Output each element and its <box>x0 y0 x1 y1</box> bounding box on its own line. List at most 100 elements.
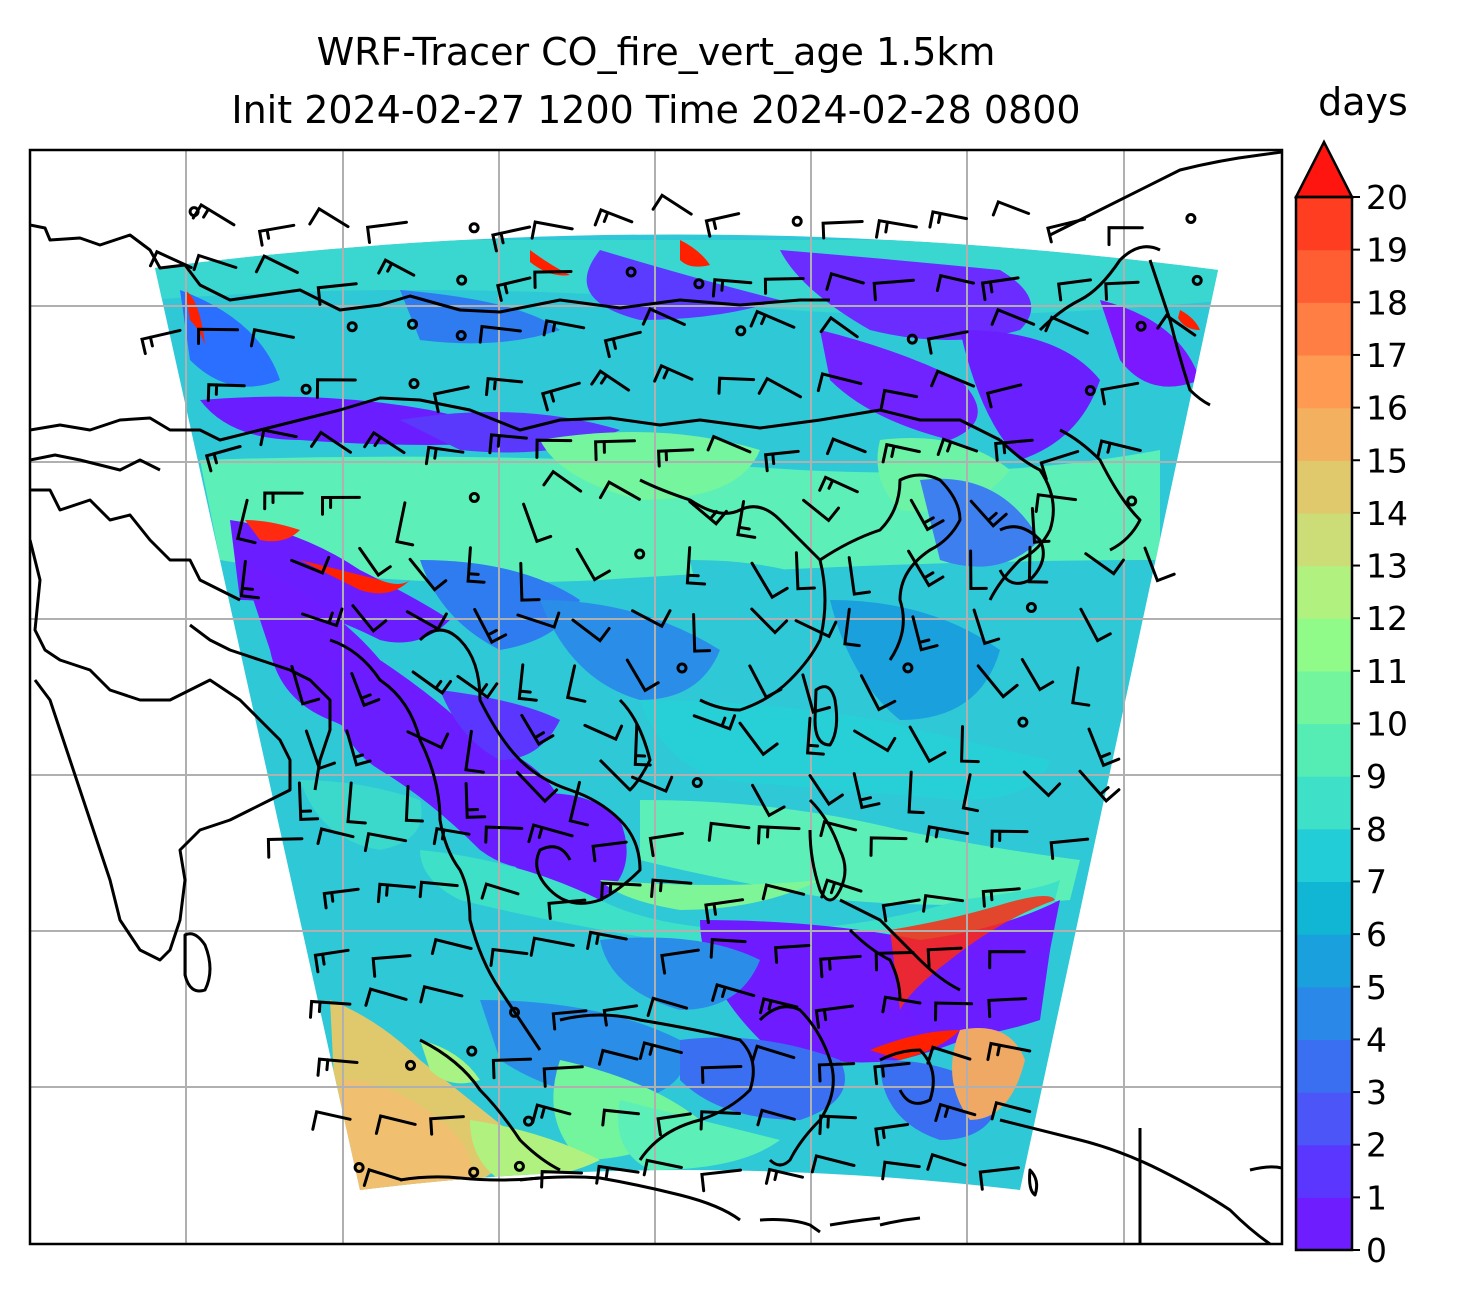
wind-barb <box>980 276 1020 302</box>
wind-barb <box>700 1168 742 1193</box>
wind-barb <box>706 434 752 454</box>
wind-barb <box>881 442 921 464</box>
colorbar-bin <box>1296 1197 1352 1251</box>
wind-barb <box>756 1108 796 1127</box>
wind-barb <box>316 282 358 306</box>
wind-barb <box>601 1108 640 1127</box>
wind-barb <box>547 898 587 920</box>
wind-barb <box>542 469 583 493</box>
wind-barb <box>464 782 487 819</box>
wind-barb <box>930 369 976 388</box>
wind-barb <box>651 193 693 216</box>
wind-barb <box>978 1166 1020 1191</box>
calm-wind-circle <box>468 492 480 503</box>
wind-barb <box>633 723 652 767</box>
wind-barb <box>583 723 624 742</box>
wind-barb <box>598 480 641 501</box>
wind-barb <box>774 944 811 964</box>
colorbar-tick-label: 3 <box>1366 1073 1387 1112</box>
wind-barb <box>808 774 844 807</box>
colorbar-bin <box>1296 407 1352 461</box>
wind-barb <box>922 894 964 913</box>
wind-barb <box>350 672 381 708</box>
colorbar-bin <box>1296 1144 1352 1198</box>
calm-wind-circle <box>466 1045 478 1057</box>
calm-wind-circle <box>906 333 918 345</box>
wind-barb <box>565 664 587 703</box>
wind-barb <box>322 887 360 910</box>
colorbar-tick-label: 15 <box>1366 441 1408 480</box>
wind-barb <box>491 225 532 253</box>
wind-barb <box>738 721 779 757</box>
wind-barb <box>1020 658 1055 692</box>
wind-barb <box>376 882 416 904</box>
wind-barb <box>491 1057 533 1080</box>
wind-barb <box>522 502 553 544</box>
calm-wind-circle <box>902 662 914 674</box>
wind-barb <box>646 996 689 1017</box>
wind-barb <box>642 1158 683 1177</box>
wind-barb <box>990 829 1029 849</box>
wind-barb <box>140 328 182 356</box>
wind-barb <box>1143 546 1176 583</box>
wind-barb <box>994 438 1034 462</box>
wind-barb <box>1049 837 1090 860</box>
wind-barb <box>540 381 581 412</box>
wind-barb <box>631 609 672 629</box>
wind-barb <box>257 223 296 247</box>
wind-barb <box>641 307 686 326</box>
wind-barb <box>869 836 908 857</box>
wind-barb <box>535 438 573 459</box>
wind-barb <box>748 664 783 700</box>
wind-barb <box>872 278 915 302</box>
wind-barb <box>1071 666 1091 707</box>
wind-barb <box>408 557 448 592</box>
wind-barb <box>819 315 859 339</box>
wind-barb <box>976 664 1019 699</box>
wind-barbs <box>140 193 1197 1193</box>
wind-barb <box>1022 770 1062 798</box>
wind-barb <box>419 984 464 1004</box>
wind-barb <box>750 561 789 600</box>
colorbar-tick-label: 5 <box>1366 968 1387 1007</box>
wind-barb <box>881 898 921 923</box>
wind-barb <box>527 823 574 844</box>
wind-barb <box>819 954 862 979</box>
wind-barb <box>456 674 499 700</box>
wind-barb <box>631 775 674 794</box>
colorbar-bin <box>1296 1039 1352 1093</box>
wind-barb <box>464 729 485 774</box>
wind-barb <box>818 1114 857 1136</box>
colorbar-tick-label: 14 <box>1366 494 1408 533</box>
wind-barb <box>751 783 786 818</box>
wind-barb <box>907 770 925 815</box>
tracer-age-field <box>155 234 1218 1191</box>
wind-barb <box>1057 278 1092 302</box>
wind-barb <box>309 999 352 1019</box>
wind-barb <box>818 475 859 494</box>
wind-barb <box>1034 493 1078 513</box>
colorbar-tick-label: 1 <box>1366 1178 1387 1217</box>
wind-barb <box>988 950 1026 970</box>
wind-barb <box>990 1100 1032 1121</box>
calm-wind-circle <box>693 278 705 290</box>
colorbar-bin <box>1296 565 1352 619</box>
wind-barb <box>925 825 970 843</box>
wind-barb <box>308 206 350 229</box>
wind-barb <box>1079 607 1112 643</box>
wind-barb <box>484 825 524 844</box>
wind-barb <box>711 278 753 298</box>
wind-barb <box>254 254 299 274</box>
colorbar-tick-label: 7 <box>1366 862 1387 901</box>
wind-barb <box>794 619 838 639</box>
wind-barb <box>311 1110 352 1131</box>
wind-barb <box>466 546 486 584</box>
wind-barb <box>346 781 367 825</box>
wind-barb <box>843 607 861 648</box>
wind-barb <box>926 1152 967 1171</box>
wind-barb <box>985 383 1023 409</box>
calm-wind-circle <box>513 1160 525 1172</box>
wind-barb <box>531 1103 572 1124</box>
